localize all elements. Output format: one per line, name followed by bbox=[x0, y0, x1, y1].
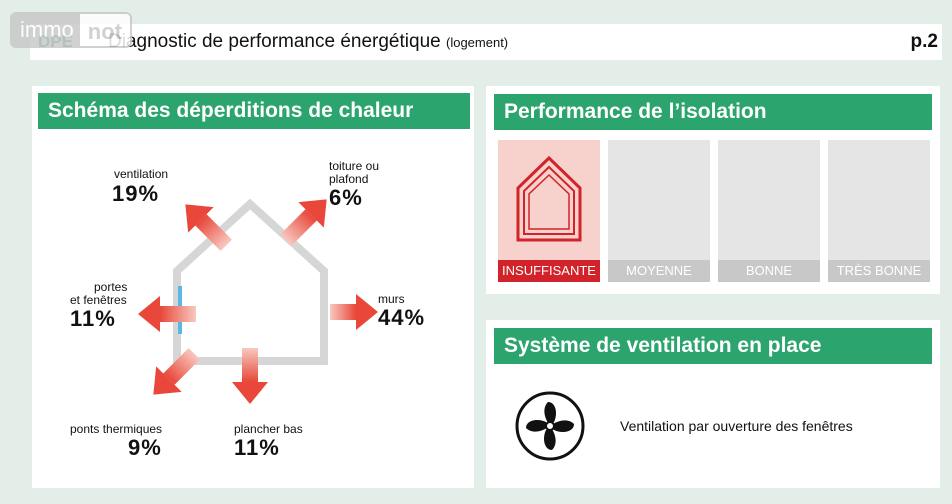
arrow-murs bbox=[330, 294, 378, 330]
label-ponts: ponts thermiques bbox=[70, 422, 163, 436]
insulation-level-moyenne: MOYENNE bbox=[608, 140, 710, 282]
arrow-plancher bbox=[232, 348, 268, 404]
fan-icon bbox=[515, 391, 585, 461]
insulation-title: Performance de l’isolation bbox=[494, 94, 932, 130]
arrow-ventilation bbox=[185, 204, 232, 251]
house-insulation-icon bbox=[516, 155, 582, 242]
value-ventilation: 19% bbox=[112, 181, 160, 206]
value-murs: 44% bbox=[378, 305, 426, 330]
ventilation-panel: Système de ventilation en place Ventilat… bbox=[486, 320, 940, 488]
insulation-level-bonne: BONNE bbox=[718, 140, 820, 282]
insulation-level-label: INSUFFISANTE bbox=[498, 260, 600, 282]
insulation-level-label: BONNE bbox=[718, 260, 820, 282]
value-toiture: 6% bbox=[329, 185, 363, 210]
document-title-note: (logement) bbox=[446, 35, 509, 50]
value-ponts: 9% bbox=[128, 435, 162, 460]
label-toiture-1: toiture ou bbox=[329, 159, 380, 173]
arrow-ponts bbox=[153, 348, 200, 395]
insulation-level-label: MOYENNE bbox=[608, 260, 710, 282]
label-toiture-2: plafond bbox=[329, 172, 369, 186]
label-murs: murs bbox=[378, 292, 405, 306]
immonot-watermark: immo not bbox=[10, 12, 158, 48]
insulation-panel: Performance de l’isolation INSUFFISANTE … bbox=[486, 86, 940, 294]
document-header: DPE Diagnostic de performance énergétiqu… bbox=[30, 24, 942, 60]
value-plancher: 11% bbox=[234, 435, 280, 460]
house-diagram bbox=[138, 198, 378, 404]
arrow-portes bbox=[138, 296, 196, 332]
ventilation-title: Système de ventilation en place bbox=[494, 328, 932, 364]
label-plancher: plancher bas bbox=[234, 422, 303, 436]
arrow-toiture bbox=[280, 199, 327, 246]
page-number: p.2 bbox=[910, 31, 938, 52]
document-title: Diagnostic de performance énergétique (l… bbox=[108, 31, 508, 53]
insulation-level-tres-bonne: TRÈS BONNE bbox=[828, 140, 930, 282]
watermark-part2: not bbox=[79, 12, 132, 48]
insulation-level-label: TRÈS BONNE bbox=[828, 260, 930, 282]
heat-loss-title: Schéma des déperditions de chaleur bbox=[38, 93, 470, 129]
value-portes: 11% bbox=[70, 306, 116, 331]
insulation-level-insuffisante: INSUFFISANTE bbox=[498, 140, 600, 282]
label-ventilation: ventilation bbox=[114, 167, 169, 181]
heat-loss-panel: Schéma des déperditions de chaleur bbox=[32, 86, 474, 488]
ventilation-description: Ventilation par ouverture des fenêtres bbox=[620, 418, 853, 434]
watermark-part1: immo bbox=[10, 12, 80, 48]
label-portes-2: et fenêtres bbox=[70, 293, 127, 307]
label-portes-1: portes bbox=[94, 280, 128, 294]
document-title-text: Diagnostic de performance énergétique bbox=[108, 31, 441, 52]
